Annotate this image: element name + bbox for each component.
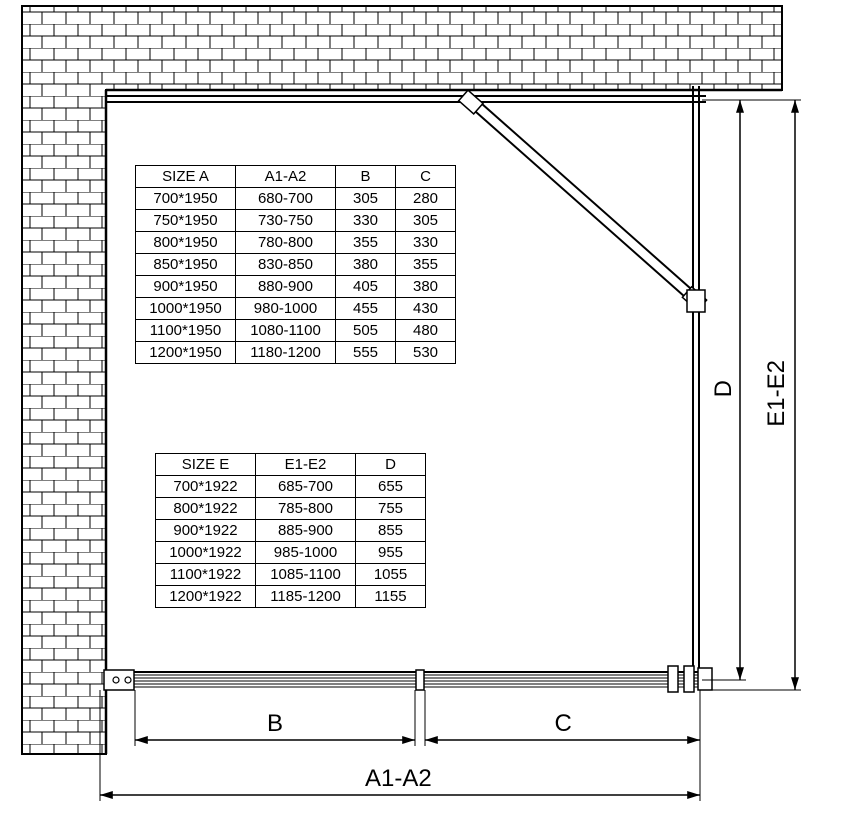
table-a: SIZE AA1-A2BC700*1950680-700305280750*19… xyxy=(135,165,456,364)
table-row: 800*1922785-800755 xyxy=(156,498,426,520)
dim-label-e1e2: E1-E2 xyxy=(763,360,791,427)
dim-label-c: C xyxy=(555,710,572,738)
dim-label-b: B xyxy=(267,710,283,738)
table-row: 1000*1922985-1000955 xyxy=(156,542,426,564)
table-row: 900*1922885-900855 xyxy=(156,520,426,542)
technical-drawing xyxy=(0,0,844,827)
table-row: 1100*19501080-1100505480 xyxy=(136,320,456,342)
table-header: D xyxy=(356,454,426,476)
table-header: B xyxy=(336,166,396,188)
table-row: 1200*19221185-12001155 xyxy=(156,586,426,608)
table-row: 750*1950730-750330305 xyxy=(136,210,456,232)
table-header: SIZE E xyxy=(156,454,256,476)
table-row: 800*1950780-800355330 xyxy=(136,232,456,254)
table-header: E1-E2 xyxy=(256,454,356,476)
dim-label-d: D xyxy=(710,380,738,397)
table-row: 1000*1950980-1000455430 xyxy=(136,298,456,320)
table-row: 700*1950680-700305280 xyxy=(136,188,456,210)
table-header: SIZE A xyxy=(136,166,236,188)
table-header: A1-A2 xyxy=(236,166,336,188)
table-row: 850*1950830-850380355 xyxy=(136,254,456,276)
table-row: 1100*19221085-11001055 xyxy=(156,564,426,586)
table-row: 700*1922685-700655 xyxy=(156,476,426,498)
table-header: C xyxy=(396,166,456,188)
dim-label-a1a2: A1-A2 xyxy=(365,765,432,793)
table-row: 1200*19501180-1200555530 xyxy=(136,342,456,364)
table-row: 900*1950880-900405380 xyxy=(136,276,456,298)
table-e: SIZE EE1-E2D700*1922685-700655800*192278… xyxy=(155,453,426,608)
